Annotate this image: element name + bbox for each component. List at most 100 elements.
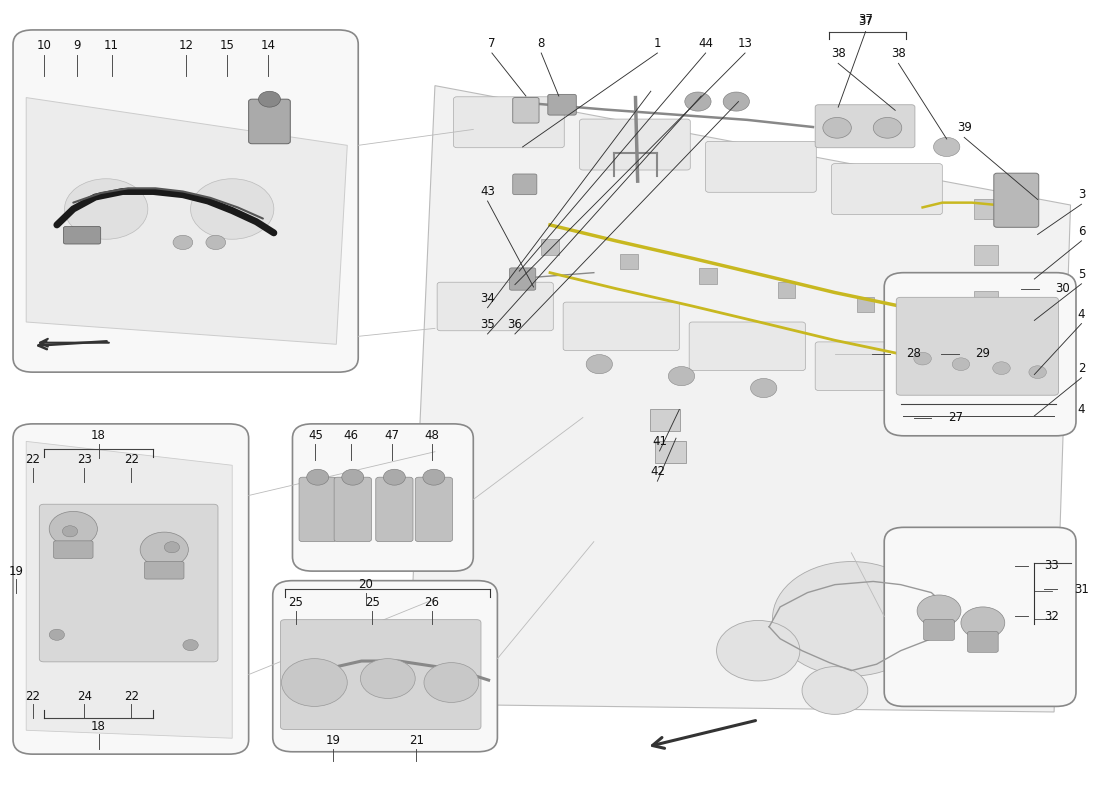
FancyBboxPatch shape (64, 226, 101, 244)
Text: 22: 22 (124, 690, 139, 702)
Text: 37: 37 (858, 15, 873, 29)
Text: 21: 21 (409, 734, 424, 747)
Text: 27: 27 (948, 411, 962, 424)
Circle shape (873, 118, 902, 138)
Text: 22: 22 (25, 453, 41, 466)
Text: 43: 43 (480, 185, 495, 198)
Circle shape (307, 470, 329, 485)
FancyBboxPatch shape (299, 477, 337, 542)
Text: 31: 31 (1074, 583, 1089, 596)
FancyBboxPatch shape (280, 620, 481, 730)
Circle shape (361, 658, 415, 698)
Circle shape (173, 235, 192, 250)
FancyBboxPatch shape (273, 581, 497, 752)
Bar (778, 282, 795, 298)
Text: 24: 24 (77, 690, 91, 702)
Text: 34: 34 (480, 292, 495, 305)
Circle shape (63, 526, 78, 537)
Bar (541, 239, 559, 255)
Circle shape (934, 138, 960, 157)
Text: 48: 48 (425, 430, 439, 442)
Circle shape (802, 666, 868, 714)
FancyBboxPatch shape (249, 99, 290, 144)
FancyBboxPatch shape (513, 174, 537, 194)
Circle shape (50, 629, 65, 640)
Circle shape (685, 92, 711, 111)
Text: 12: 12 (178, 39, 194, 52)
Circle shape (258, 91, 280, 107)
FancyBboxPatch shape (815, 105, 915, 148)
Bar (975, 337, 998, 357)
Bar (620, 254, 638, 270)
Circle shape (422, 470, 444, 485)
Text: 7: 7 (488, 37, 496, 50)
Text: 22: 22 (25, 690, 41, 702)
Text: 15: 15 (219, 39, 234, 52)
Text: 25: 25 (288, 597, 304, 610)
Text: 1: 1 (653, 37, 661, 50)
FancyBboxPatch shape (13, 30, 359, 372)
FancyBboxPatch shape (563, 302, 680, 350)
FancyBboxPatch shape (690, 322, 805, 370)
Text: 45: 45 (308, 430, 323, 442)
Circle shape (750, 378, 777, 398)
FancyBboxPatch shape (54, 541, 94, 558)
Circle shape (384, 470, 405, 485)
FancyBboxPatch shape (968, 631, 998, 652)
Text: 8: 8 (538, 37, 544, 50)
Circle shape (586, 354, 613, 374)
Text: 9: 9 (73, 39, 80, 52)
Circle shape (992, 362, 1010, 374)
Text: 10: 10 (36, 39, 52, 52)
Bar (698, 268, 716, 284)
Circle shape (917, 595, 961, 627)
Circle shape (140, 532, 188, 567)
Text: 42: 42 (650, 465, 664, 478)
Bar (975, 291, 998, 311)
Bar (650, 409, 681, 431)
Circle shape (164, 542, 179, 553)
Text: 38: 38 (830, 47, 846, 60)
Circle shape (65, 178, 147, 239)
Text: 13: 13 (738, 37, 752, 50)
Circle shape (823, 118, 851, 138)
FancyBboxPatch shape (334, 477, 372, 542)
FancyBboxPatch shape (453, 97, 564, 148)
Polygon shape (26, 98, 348, 344)
Circle shape (716, 621, 800, 681)
Circle shape (282, 658, 348, 706)
FancyBboxPatch shape (548, 94, 576, 115)
Bar (656, 441, 686, 463)
Circle shape (772, 562, 931, 676)
FancyBboxPatch shape (884, 273, 1076, 436)
FancyBboxPatch shape (896, 298, 1058, 395)
Text: 23: 23 (77, 453, 91, 466)
Text: 35: 35 (481, 318, 495, 331)
Text: 29: 29 (976, 347, 990, 360)
Circle shape (190, 178, 274, 239)
Text: 4: 4 (1078, 403, 1086, 416)
Text: 22: 22 (124, 453, 139, 466)
FancyBboxPatch shape (705, 142, 816, 192)
Circle shape (206, 235, 225, 250)
FancyBboxPatch shape (509, 268, 536, 290)
Text: 25: 25 (365, 597, 380, 610)
Circle shape (424, 662, 478, 702)
Circle shape (906, 611, 983, 666)
Circle shape (50, 511, 98, 546)
Bar (975, 198, 998, 218)
Text: 6: 6 (1078, 225, 1086, 238)
FancyBboxPatch shape (40, 504, 218, 662)
FancyBboxPatch shape (415, 477, 452, 542)
Bar (857, 297, 874, 313)
Circle shape (1028, 366, 1046, 378)
Text: 85: 85 (994, 381, 1048, 419)
Text: 14: 14 (261, 39, 276, 52)
Text: 38: 38 (891, 47, 905, 60)
Text: 37: 37 (858, 13, 873, 26)
FancyBboxPatch shape (437, 282, 553, 330)
Text: 44: 44 (698, 37, 713, 50)
Circle shape (669, 366, 695, 386)
Circle shape (342, 470, 364, 485)
Text: 20: 20 (359, 578, 373, 591)
